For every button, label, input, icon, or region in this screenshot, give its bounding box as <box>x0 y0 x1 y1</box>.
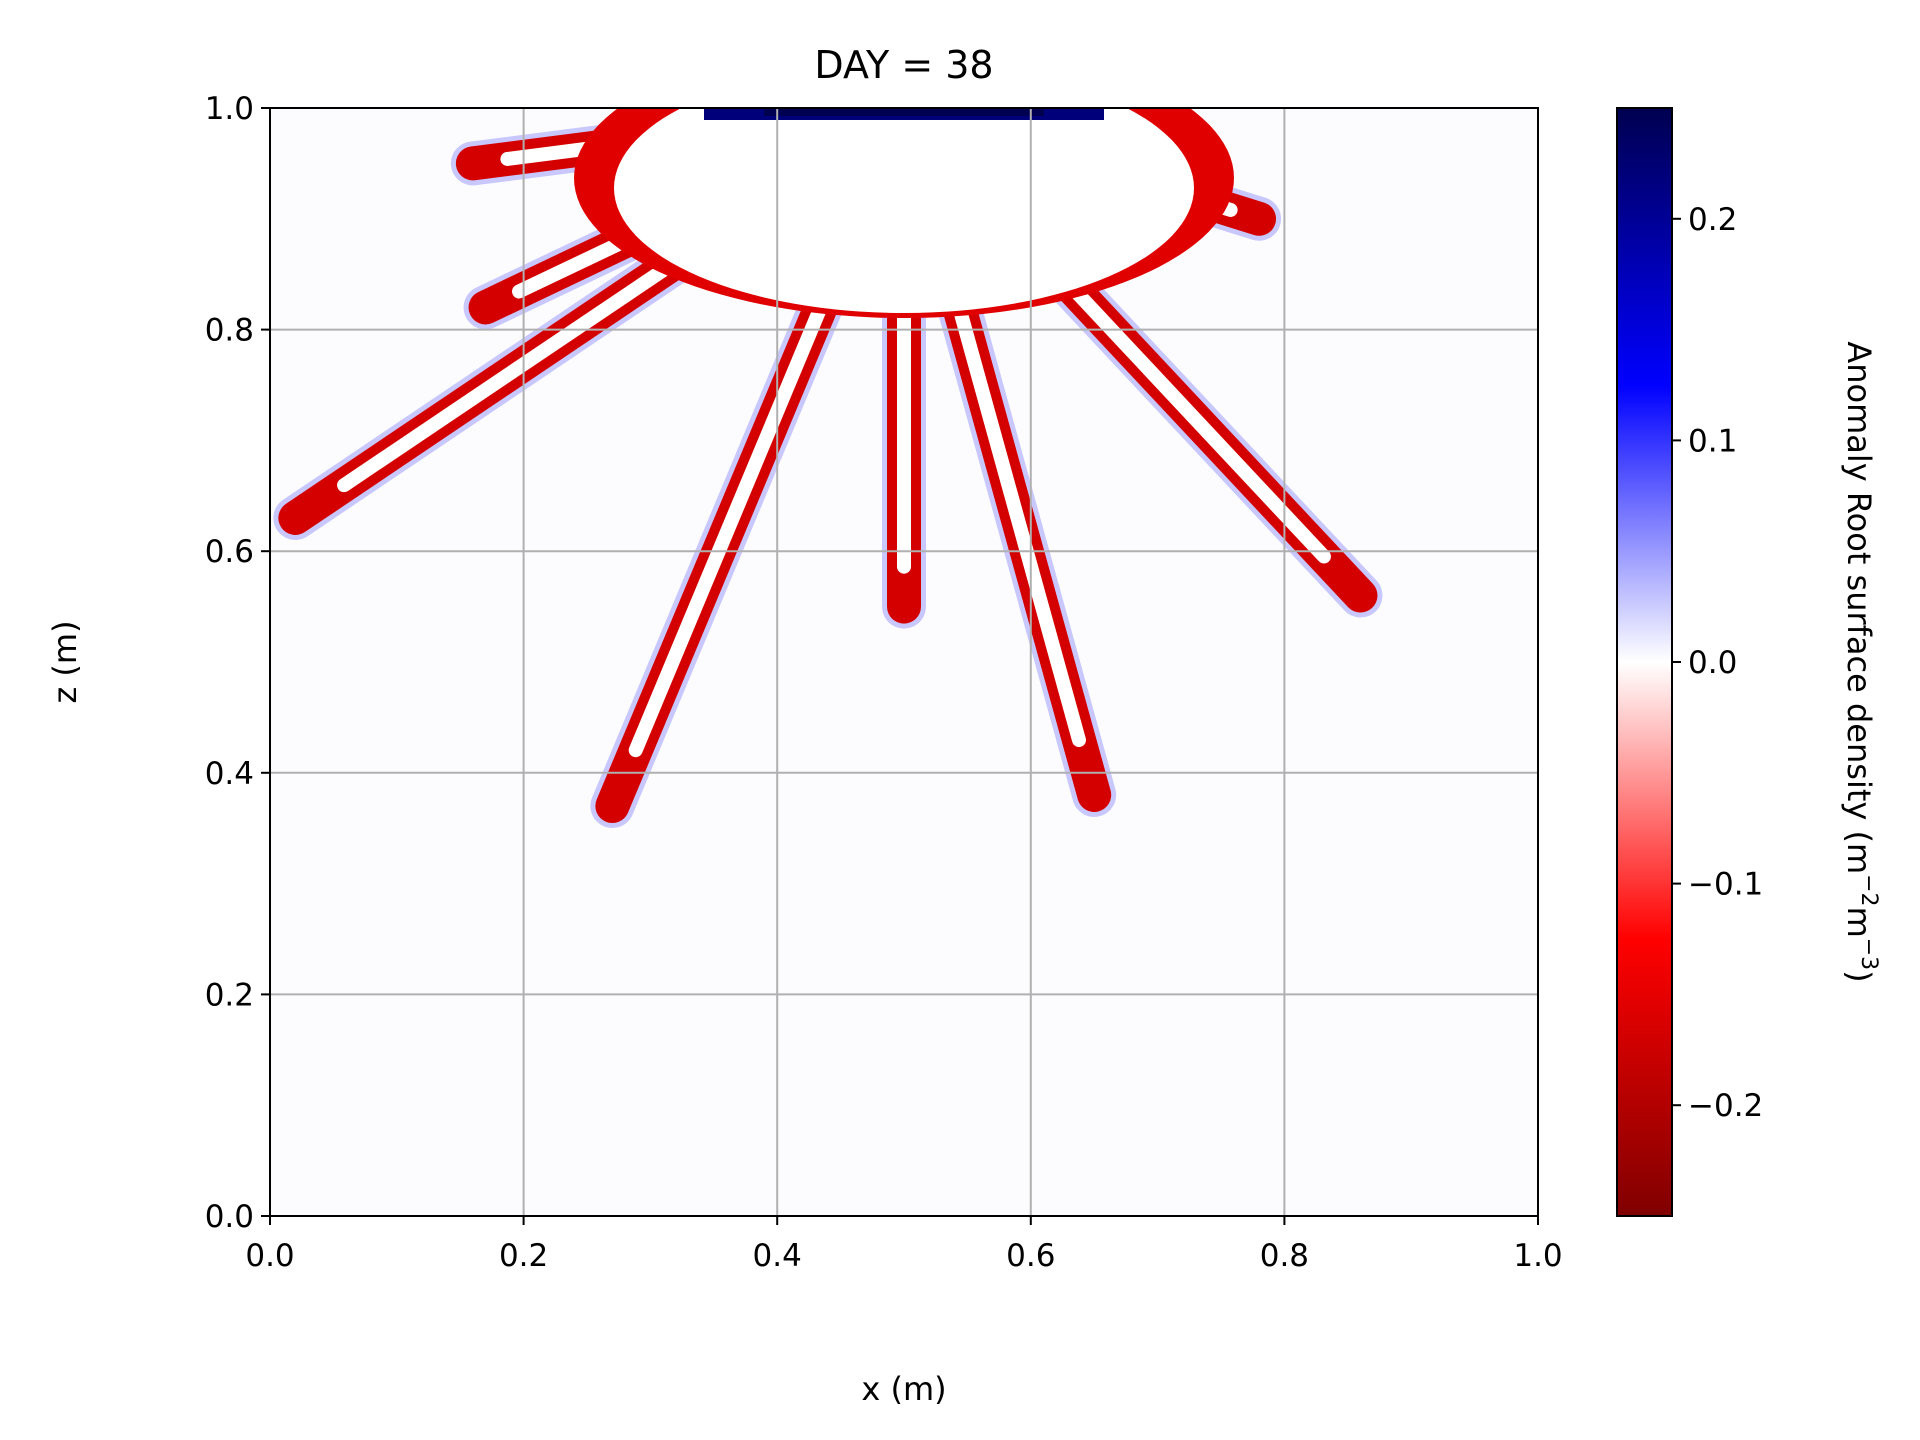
colorbar-tick-label: 0.0 <box>1688 645 1737 681</box>
colorbar: 0.2 0.1 0.0 −0.1 −0.2 Anomaly Root surface d… <box>1616 107 1881 1217</box>
colorbar-label: Anomaly Root surface density (m−2m−3) <box>1840 341 1881 982</box>
y-tick-label: 0.8 <box>205 313 254 349</box>
y-tick-label: 0.0 <box>205 1199 254 1235</box>
y-axis-label: z (m) <box>46 620 84 703</box>
surface-peak-band <box>764 108 1044 116</box>
plot-area <box>269 107 1539 1217</box>
x-tick-label: 0.4 <box>753 1238 802 1274</box>
y-axis: 0.0 0.2 0.4 0.6 0.8 1.0 <box>205 91 270 1235</box>
heatmap-field <box>273 108 1383 829</box>
colorbar-tick-label: 0.2 <box>1688 202 1737 238</box>
y-tick-label: 0.4 <box>205 756 254 792</box>
x-axis: 0.0 0.2 0.4 0.6 0.8 1.0 <box>245 1216 1563 1274</box>
x-tick-label: 1.0 <box>1513 1238 1562 1274</box>
x-tick-label: 0.8 <box>1260 1238 1309 1274</box>
chart-title: DAY = 38 <box>814 43 993 87</box>
colorbar-tick-label: −0.2 <box>1688 1088 1763 1124</box>
y-tick-label: 1.0 <box>205 91 254 127</box>
colorbar-tick-label: 0.1 <box>1688 423 1737 459</box>
colorbar-gradient <box>1616 107 1673 1217</box>
x-tick-label: 0.6 <box>1006 1238 1055 1274</box>
crown-core <box>614 108 1194 313</box>
x-axis-label: x (m) <box>861 1370 946 1408</box>
colorbar-tick-label: −0.1 <box>1688 867 1763 903</box>
plot-frame <box>269 107 1539 1217</box>
y-tick-label: 0.2 <box>205 977 254 1013</box>
colorbar-ticks: 0.2 0.1 0.0 −0.1 −0.2 <box>1672 202 1763 1124</box>
x-tick-label: 0.0 <box>245 1238 294 1274</box>
y-tick-label: 0.6 <box>205 534 254 570</box>
x-tick-label: 0.2 <box>499 1238 548 1274</box>
